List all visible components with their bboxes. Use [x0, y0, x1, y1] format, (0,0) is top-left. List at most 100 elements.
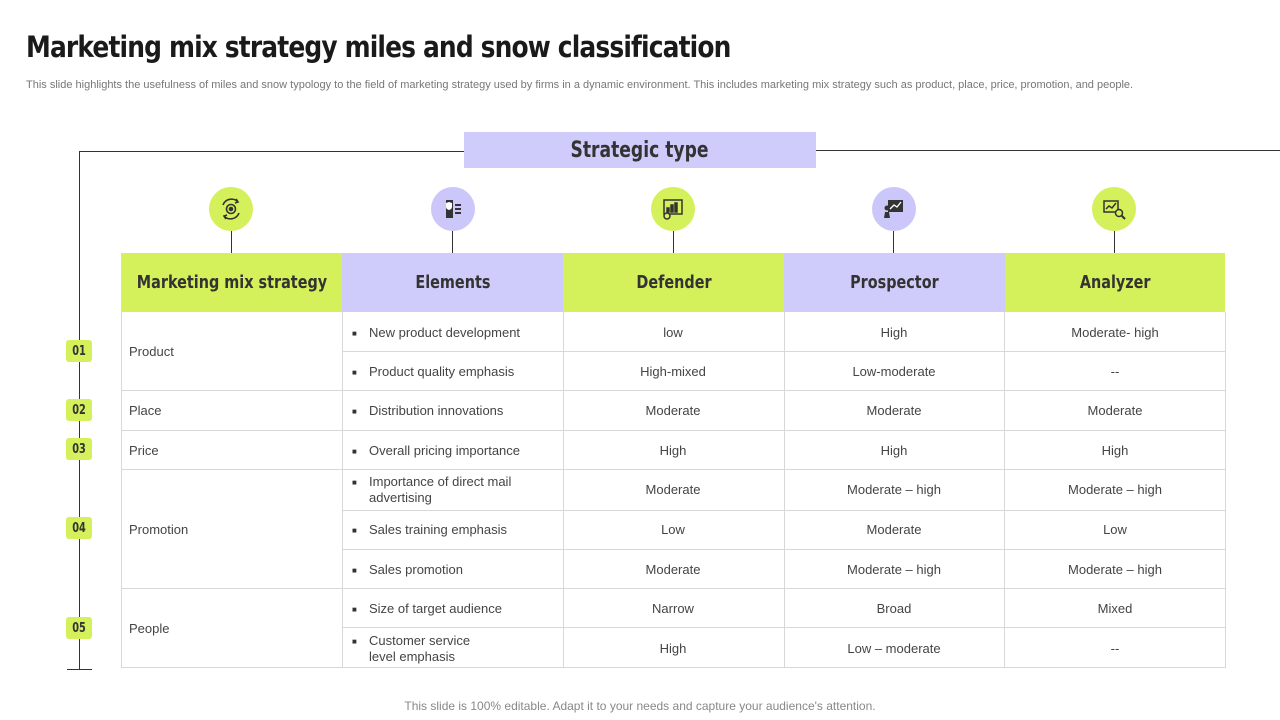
defender-value: High: [659, 641, 687, 656]
page-subtitle: This slide highlights the usefulness of …: [26, 79, 1134, 91]
element-text: New product development: [369, 325, 521, 340]
analyzer-value: Moderate – high: [1068, 562, 1162, 577]
element-item: ■ Customer service level emphasis: [352, 633, 482, 665]
grid-line: [121, 312, 122, 668]
footer-note: This slide is 100% editable. Adapt it to…: [404, 699, 876, 713]
element-item: ■ Overall pricing importance: [352, 443, 552, 460]
bullet-icon: ■: [352, 526, 357, 535]
column-label: Marketing mix strategy: [136, 272, 327, 293]
element-text: Importance of direct mail advertising: [369, 474, 512, 505]
defender-value: High: [659, 443, 687, 458]
header-elements: Elements: [342, 253, 563, 312]
grid-line: [342, 627, 1225, 628]
icon-stem: [452, 231, 453, 253]
defender-value: Moderate: [645, 403, 701, 418]
analyzer-value: --: [1110, 641, 1120, 656]
column-label: Elements: [414, 272, 491, 293]
defender-value: Moderate: [645, 482, 701, 497]
icon-stem: [673, 231, 674, 253]
grid-line: [563, 312, 564, 668]
element-item: ■ Importance of direct mail advertising: [352, 474, 527, 506]
element-item: ■ Size of target audience: [352, 601, 552, 618]
number-badge: 04: [66, 517, 92, 539]
cycle-gear-icon: [209, 187, 253, 231]
header-analyzer: Analyzer: [1005, 253, 1225, 312]
grid-line: [1225, 312, 1226, 668]
grid-line: [1004, 312, 1005, 668]
grid-line: [342, 549, 1225, 550]
category-people: People: [129, 621, 170, 636]
analyzer-value: Low: [1103, 522, 1127, 537]
grid-line: [121, 430, 1225, 431]
timeline-end-tick: [67, 669, 92, 670]
prospector-value: Broad: [876, 601, 912, 616]
prospector-value: High: [880, 325, 908, 340]
category-place: Place: [129, 403, 162, 418]
bullet-icon: ■: [352, 478, 357, 487]
dashboard-chart-icon: [651, 187, 695, 231]
element-item: ■ Sales training emphasis: [352, 522, 552, 539]
strategic-type-box: Strategic type: [464, 132, 816, 168]
defender-value: Narrow: [652, 601, 694, 616]
column-label: Analyzer: [1079, 272, 1151, 293]
category-price: Price: [129, 443, 159, 458]
header-prospector: Prospector: [784, 253, 1005, 312]
table-bottom-line: [121, 667, 1225, 668]
column-label: Prospector: [850, 272, 939, 293]
grid-line: [784, 312, 785, 668]
grid-line: [342, 312, 343, 668]
prospector-value: High: [880, 443, 908, 458]
frame-top-left-line: [79, 151, 464, 152]
analyzer-value: Mixed: [1097, 601, 1133, 616]
icon-stem: [1114, 231, 1115, 253]
element-text: Customer service level emphasis: [369, 633, 471, 664]
element-text: Sales training emphasis: [369, 522, 508, 537]
category-product: Product: [129, 344, 174, 359]
prospector-value: Low – moderate: [847, 641, 941, 656]
bullet-icon: ■: [352, 447, 357, 456]
grid-line: [121, 390, 1225, 391]
grid-line: [121, 469, 1225, 470]
analyzer-value: High: [1101, 443, 1129, 458]
analyzer-value: Moderate – high: [1068, 482, 1162, 497]
element-text: Product quality emphasis: [369, 364, 515, 379]
icon-stem: [893, 231, 894, 253]
element-text: Sales promotion: [369, 562, 463, 577]
defender-value: low: [663, 325, 683, 340]
bullet-icon: ■: [352, 566, 357, 575]
analyzer-value: Moderate: [1087, 403, 1143, 418]
defender-value: Low: [661, 522, 685, 537]
analyzer-value: --: [1110, 364, 1120, 379]
bullet-icon: ■: [352, 637, 357, 646]
element-item: ■ Distribution innovations: [352, 403, 552, 420]
number-badge: 05: [66, 617, 92, 639]
page-title: Marketing mix strategy miles and snow cl…: [26, 30, 731, 64]
header-marketing-mix-strategy: Marketing mix strategy: [121, 253, 342, 312]
bullet-icon: ■: [352, 368, 357, 377]
column-label: Defender: [635, 272, 712, 293]
defender-value: Moderate: [645, 562, 701, 577]
prospector-value: Moderate: [866, 522, 922, 537]
strategic-type-label: Strategic type: [570, 137, 710, 163]
prospector-value: Moderate – high: [847, 482, 941, 497]
bullet-icon: ■: [352, 605, 357, 614]
chart-magnifier-icon: [1092, 187, 1136, 231]
number-badge: 01: [66, 340, 92, 362]
bullet-icon: ■: [352, 329, 357, 338]
grid-line: [121, 588, 1225, 589]
frame-top-right-line: [816, 150, 1280, 151]
element-item: ■ New product development: [352, 325, 552, 342]
element-text: Overall pricing importance: [369, 443, 521, 458]
defender-value: High-mixed: [640, 364, 706, 379]
prospector-value: Moderate – high: [847, 562, 941, 577]
category-promotion: Promotion: [129, 522, 189, 537]
element-item: ■ Sales promotion: [352, 562, 552, 579]
element-text: Distribution innovations: [369, 403, 504, 418]
element-text: Size of target audience: [369, 601, 502, 616]
bullet-icon: ■: [352, 407, 357, 416]
header-defender: Defender: [563, 253, 784, 312]
shield-document-icon: [431, 187, 475, 231]
prospector-value: Moderate: [866, 403, 922, 418]
grid-line: [342, 510, 1225, 511]
presentation-person-icon: [872, 187, 916, 231]
